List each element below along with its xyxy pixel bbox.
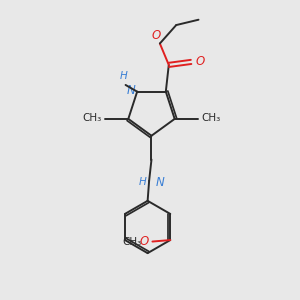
Text: O: O [140,235,149,248]
Text: CH₃: CH₃ [123,236,142,247]
Text: N: N [126,84,135,97]
Text: N: N [156,176,164,189]
Text: H: H [139,177,147,188]
Text: O: O [151,29,160,42]
Text: CH₃: CH₃ [201,113,221,123]
Text: H: H [120,71,128,81]
Text: CH₃: CH₃ [82,113,102,123]
Text: O: O [195,56,205,68]
